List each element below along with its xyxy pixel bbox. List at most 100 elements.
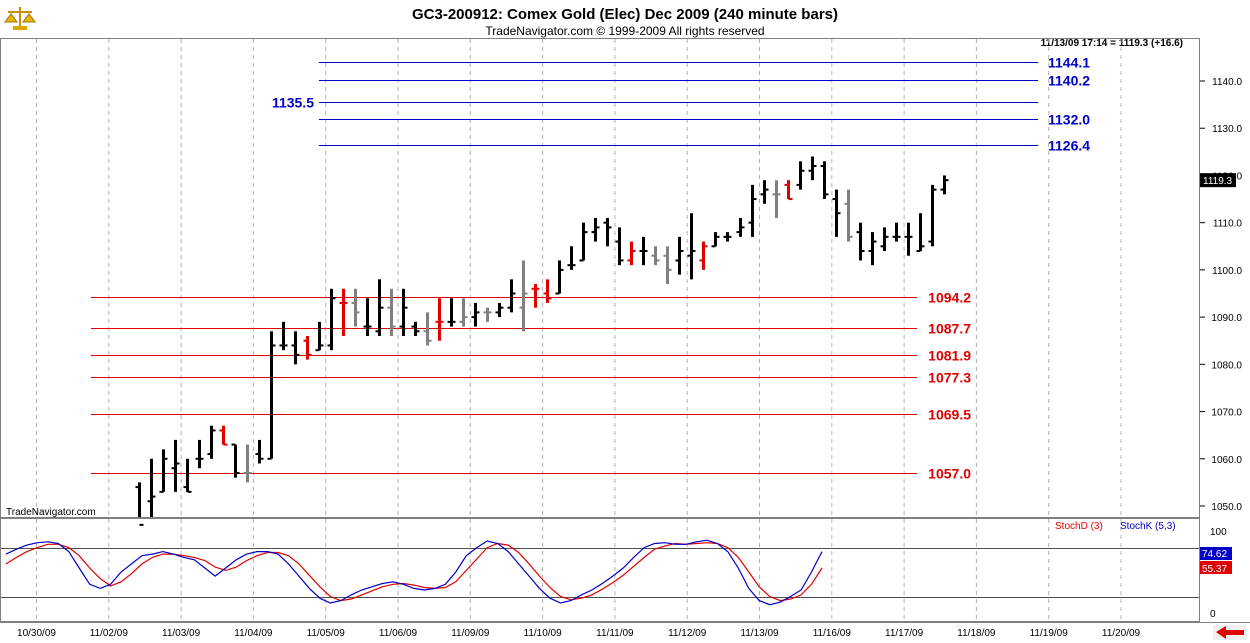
blue-level-label: 1132.0 [1048,112,1090,128]
price-tick-label: 1090.0 [1211,313,1242,324]
ohlc-bar [375,279,384,336]
stoch-d-value-tag: 55.37 [1200,561,1232,575]
ohlc-bar [483,307,492,322]
ohlc-bar [856,222,865,261]
date-label: 11/02/09 [90,628,129,639]
ohlc-bar [675,236,684,275]
date-label: 11/06/09 [379,628,418,639]
ohlc-bar [615,227,624,266]
ohlc-bar [748,184,757,237]
ohlc-bar [904,222,913,256]
ohlc-bar [279,321,288,351]
legend-stoch-k: StochK (5,3) [1120,521,1176,532]
grid [36,39,1122,621]
chart-subtitle: TradeNavigator.com © 1999-2009 All right… [485,24,764,38]
ohlc-bar [687,213,696,280]
ohlc-bar [567,246,576,270]
scales-icon[interactable] [3,4,37,32]
ohlc-bar [579,222,588,262]
ohlc-bar [760,180,769,204]
price-tick-label: 1100.0 [1212,266,1242,277]
stoch-k-value-tag: 74.62 [1200,547,1232,560]
chart-title: GC3-200912: Comex Gold (Elec) Dec 2009 (… [412,6,838,23]
stoch-tick-label: 100 [1210,527,1227,538]
ohlc-bar [243,444,252,483]
red-level-label: 1057.0 [928,466,971,482]
watermark: TradeNavigator.com [6,507,96,518]
ohlc-bar [291,331,300,365]
red-level-label: 1081.9 [928,348,971,364]
ohlc-bar [868,232,877,266]
ohlc-bar [435,298,444,341]
date-label: 11/05/09 [307,628,346,639]
bars [135,156,949,526]
price-panel-border [0,38,1200,518]
price-axis: 1050.0 1060.0 1070.0 1080.0 1090.0 1100.0 1110… [1200,77,1242,513]
ohlc-bar [255,439,264,464]
ohlc-bar [147,458,156,517]
price-tick-label: 1110.0 [1213,219,1243,230]
ohlc-bar [363,298,372,336]
ohlc-bar [723,232,732,242]
last-quote: 11/13/09 17:14 = 1119.3 (+16.6) [1041,38,1183,49]
ohlc-bar [711,232,720,248]
date-label: 11/03/09 [162,628,201,639]
ohlc-bar [411,321,420,336]
red-level-label: 1094.2 [928,290,971,306]
date-label: 11/11/09 [596,628,634,639]
blue-level-label: 1140.2 [1048,73,1090,89]
ohlc-bar [327,288,336,351]
stochastic: 0 100 StochD (3) StochK (5,3) 74.62 55.37 [1,521,1232,620]
ohlc-bar [772,180,781,218]
ohlc-bar [627,241,636,266]
red-level-label: 1087.7 [928,321,971,337]
date-label: 11/19/09 [1030,628,1069,639]
ohlc-bar [183,458,192,493]
red-level-label: 1069.5 [928,407,971,423]
ohlc-bar [820,161,829,200]
left-arrow-icon[interactable] [1213,625,1247,640]
ohlc-bar [639,236,648,266]
ohlc-bar [447,298,456,327]
ohlc-bar [303,336,312,360]
ohlc-bar [603,217,612,247]
ohlc-bar [219,425,228,446]
ohlc-bar [844,189,853,242]
ohlc-bar [531,284,540,308]
ohlc-bar [663,246,672,285]
date-label: 10/30/09 [17,628,56,639]
ohlc-bar [471,302,480,327]
ohlc-bar [339,288,348,336]
date-label: 11/18/09 [957,628,996,639]
ohlc-bar [231,443,240,478]
date-label: 11/04/09 [234,628,273,639]
ohlc-bar [135,482,144,526]
stoch-d-value: 55.37 [1202,564,1227,575]
ohlc-bar [940,175,949,195]
ohlc-bar [928,184,937,247]
ohlc-bar [519,260,528,332]
ohlc-bar [267,331,276,460]
date-label: 11/17/09 [885,628,924,639]
levels: 1144.1 1140.2 1135.5 1132.0 1126.4 1094.2 1087… [91,55,1090,482]
ohlc-bar [591,217,600,242]
price-tick-label: 1070.0 [1211,408,1242,419]
price-tick-label: 1050.0 [1211,502,1242,513]
date-label: 11/10/09 [524,628,563,639]
ohlc-bar [808,156,817,181]
current-price-label: 1119.3 [1203,176,1233,187]
ohlc-bar [555,260,564,295]
ohlc-bar [399,288,408,336]
stoch-k-line [5,539,823,606]
stoch-panel-border [0,518,1200,622]
date-label: 11/13/09 [740,628,779,639]
ohlc-bar [459,298,468,327]
ohlc-bar [832,189,841,237]
date-label: 11/12/09 [668,628,707,639]
blue-level-label: 1135.5 [272,95,314,111]
ohlc-bar [651,246,660,266]
legend-stoch-d: StochD (3) [1055,521,1103,532]
ohlc-bar [796,161,805,190]
ohlc-bar [495,302,504,318]
